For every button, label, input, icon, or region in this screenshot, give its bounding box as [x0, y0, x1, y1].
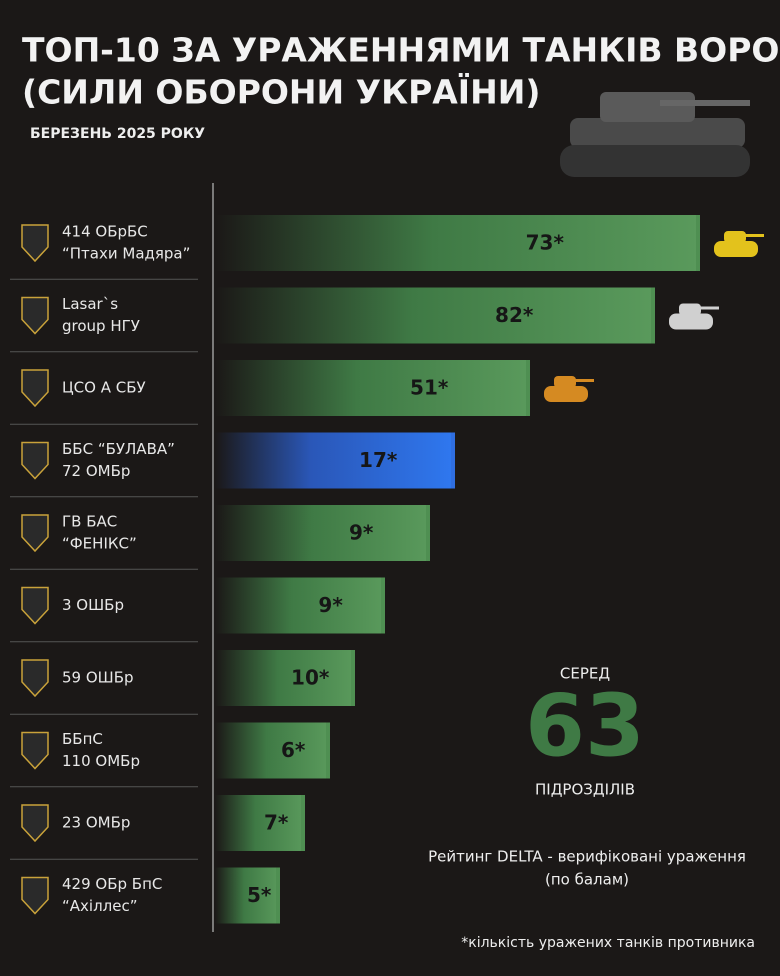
- category-label: ББпС: [62, 730, 103, 748]
- tank-gun: [699, 306, 719, 310]
- tank-turret: [724, 231, 746, 243]
- bar-tint: [301, 795, 305, 851]
- tank-gun: [574, 379, 594, 382]
- unit-emblem: [21, 441, 49, 480]
- unit-emblem: [21, 296, 49, 335]
- value-label: 9*: [349, 521, 374, 545]
- bar: [215, 505, 430, 561]
- category-label: Lasar`s: [62, 295, 118, 313]
- title: (СИЛИ ОБОРОНИ УКРАЇНИ): [22, 72, 540, 112]
- value-label: 73*: [526, 231, 565, 255]
- rank-tank-icon: [714, 231, 764, 257]
- value-label: 51*: [410, 376, 449, 400]
- bar-tint: [326, 722, 330, 779]
- bar: [215, 432, 455, 489]
- bar-tint: [526, 360, 530, 416]
- footnote: *кількість уражених танків противника: [461, 935, 755, 951]
- category-label: ЦСО А СБУ: [62, 379, 146, 397]
- bar-tint: [696, 215, 700, 271]
- value-label: 17*: [359, 448, 398, 472]
- tank-body: [544, 386, 588, 402]
- value-label: 6*: [281, 738, 306, 762]
- tank-body: [714, 241, 758, 257]
- among-label: СЕРЕД: [560, 665, 610, 683]
- bar-tint: [351, 650, 355, 706]
- unit-emblem: [21, 659, 49, 698]
- tank-gun: [744, 234, 764, 237]
- unit-emblem: [21, 514, 49, 553]
- category-label: 110 ОМБр: [62, 752, 140, 770]
- unit-emblem: [21, 586, 49, 625]
- tank-turret: [554, 376, 576, 388]
- bar: [215, 577, 385, 634]
- category-label: “Ахіллес”: [62, 897, 138, 915]
- category-label: “Птахи Мадяра”: [62, 245, 190, 263]
- tank-image: [560, 92, 750, 177]
- category-label: 23 ОМБр: [62, 814, 130, 832]
- bar-tint: [381, 577, 385, 634]
- unit-emblem: [21, 224, 49, 263]
- category-label: ГВ БАС: [62, 513, 117, 531]
- value-label: 82*: [495, 303, 534, 327]
- unit-emblem: [21, 804, 49, 843]
- bar: [215, 867, 280, 924]
- value-label: 7*: [264, 811, 289, 835]
- bar-tint: [451, 432, 455, 489]
- value-label: 5*: [247, 883, 272, 907]
- category-label: 414 ОБрБС: [62, 223, 148, 241]
- unit-emblem: [21, 731, 49, 770]
- bar: [215, 722, 330, 779]
- category-label: 429 ОБр БпС: [62, 875, 162, 893]
- value-label: 9*: [318, 593, 343, 617]
- category-label: ББС “БУЛАВА”: [62, 440, 175, 458]
- bar: [215, 287, 655, 344]
- bar-tint: [651, 287, 655, 344]
- rank-tank-icon: [669, 303, 719, 330]
- category-label: 72 ОМБр: [62, 462, 130, 480]
- subtitle: БЕРЕЗЕНЬ 2025 РОКУ: [30, 126, 205, 142]
- bar: [215, 650, 355, 706]
- category-label: group НГУ: [62, 317, 140, 335]
- total-units: 63: [525, 676, 645, 776]
- title: ТОП-10 ЗА УРАЖЕННЯМИ ТАНКІВ ВОРОГА: [22, 31, 780, 70]
- bar: [215, 795, 305, 851]
- category-label: “ФЕНІКС”: [62, 535, 137, 553]
- rating-note: (по балам): [545, 871, 629, 889]
- category-label: 59 ОШБр: [62, 669, 134, 687]
- tank-turret: [679, 303, 701, 316]
- rating-note: Рейтинг DELTA - верифіковані ураження: [428, 848, 746, 866]
- unit-emblem: [21, 876, 49, 915]
- tank-body: [669, 313, 713, 330]
- bar-tint: [426, 505, 430, 561]
- value-label: 10*: [291, 666, 330, 690]
- bar: [215, 360, 530, 416]
- category-label: 3 ОШБр: [62, 596, 124, 614]
- bar-tint: [276, 867, 280, 924]
- rank-tank-icon: [544, 376, 594, 402]
- unit-emblem: [21, 369, 49, 408]
- units-label: ПІДРОЗДІЛІВ: [535, 781, 635, 799]
- bar: [215, 215, 700, 271]
